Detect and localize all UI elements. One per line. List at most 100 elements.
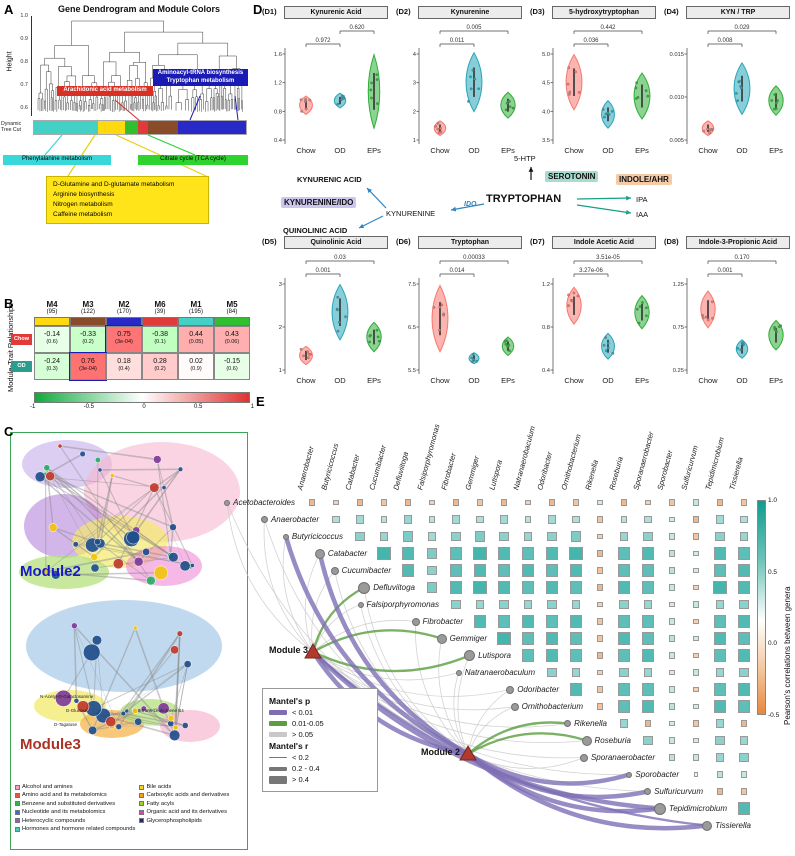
svg-text:1: 1 — [413, 138, 416, 144]
correlation-square — [692, 516, 700, 523]
genus-name: Defluviitoga — [373, 583, 415, 592]
jitter-point — [607, 113, 611, 116]
violin-plot: (D7) Indole Acetic Acid 1.2 0.8 0.4 3.51e-05 3… — [530, 236, 658, 390]
mantel-p-title: Mantel's p — [269, 696, 311, 706]
jitter-point — [641, 301, 644, 304]
correlation-square — [641, 683, 655, 696]
jitter-point — [572, 291, 576, 295]
genus-network-node — [330, 566, 339, 575]
metabolite-node — [72, 541, 79, 548]
svg-text:0.005: 0.005 — [669, 138, 684, 144]
jitter-point — [342, 97, 346, 100]
pathway-ipa: IPA — [636, 195, 648, 204]
correlation-pvalue: (0.2) — [154, 366, 166, 372]
jitter-point — [708, 128, 712, 132]
correlation-square — [716, 788, 724, 795]
cluster-blob — [26, 600, 222, 692]
correlation-square — [499, 515, 509, 524]
pathway-box-phenylalanine: Phenylalanine metabolism — [3, 155, 111, 165]
jitter-point — [604, 112, 608, 116]
panel-b-label: B — [4, 296, 14, 311]
correlation-square — [693, 584, 699, 591]
correlation-cell: -0.38 (0.1) — [142, 326, 178, 353]
metabolite-node — [126, 530, 141, 545]
correlation-square — [692, 533, 700, 540]
network-edge — [96, 475, 113, 542]
correlation-square — [403, 515, 413, 524]
svg-text:0.170: 0.170 — [734, 255, 750, 261]
x-axis-labels: Chow OD EPs — [396, 146, 524, 156]
jitter-point — [738, 79, 741, 83]
group-label: EPs — [635, 376, 649, 385]
mantel-r-item: > 0.4 — [269, 775, 371, 784]
correlation-square — [715, 668, 725, 677]
network-edge — [45, 453, 84, 476]
correlation-square — [668, 754, 676, 761]
module-color-segment — [34, 121, 98, 134]
svg-text:0.029: 0.029 — [734, 25, 750, 31]
jitter-point — [302, 354, 305, 358]
legend-label: Benzene and substituted derivatives — [22, 800, 116, 807]
correlation-square — [713, 632, 727, 645]
group-label: Chow — [698, 376, 718, 385]
svg-text:0.001: 0.001 — [717, 268, 733, 274]
correlation-square — [713, 700, 727, 713]
metabolite-node — [97, 467, 103, 473]
metabolite-node — [140, 705, 147, 712]
mantel-r-swatch — [269, 775, 287, 784]
metabolite-node — [90, 563, 100, 573]
jitter-point — [376, 102, 379, 105]
network-edge — [74, 625, 119, 727]
svg-text:0.036: 0.036 — [583, 38, 599, 44]
correlation-cell: -0.33 (0.2) — [70, 326, 106, 353]
correlation-square — [643, 531, 653, 542]
violin-svg: 1.2 0.8 0.4 3.51e-05 3.27e-06 — [542, 255, 650, 374]
jitter-point — [567, 92, 571, 96]
svg-text:3.27e-06: 3.27e-06 — [579, 268, 603, 274]
module-color-segment — [97, 121, 126, 134]
metabolite-node — [51, 570, 61, 580]
correlation-square — [429, 499, 435, 506]
violin-plot: (D4) KYN / TRP 0.015 0.010 0.005 0.029 0.008 Ch… — [664, 6, 792, 160]
jitter-point — [702, 129, 705, 133]
correlation-cell: 0.76 (3e-04) — [69, 352, 107, 381]
correlation-square — [643, 668, 653, 677]
correlation-square — [547, 667, 557, 678]
correlation-square — [451, 515, 461, 524]
jitter-point — [646, 94, 650, 98]
module3-network: N-Acetyl-D-Galactosamine D-Glucose D-Tagat… — [26, 600, 222, 742]
svg-text:0.8: 0.8 — [274, 109, 282, 115]
pathway-iaa: IAA — [636, 210, 649, 219]
legend-label: Glycerophospholipids — [146, 817, 202, 824]
compound-class-legend: Alcohol and amines Amino acid and its met… — [15, 783, 243, 833]
trait-row-label: OD — [11, 361, 32, 372]
network-edge — [169, 527, 174, 556]
correlation-square — [641, 615, 655, 628]
jitter-point — [634, 86, 638, 90]
legend-swatch — [15, 801, 20, 807]
correlation-square — [617, 615, 631, 628]
jitter-point — [299, 347, 303, 351]
pathway-tryptophan: TRYPTOPHAN — [486, 193, 562, 205]
correlation-square — [545, 615, 559, 628]
network-edge — [126, 663, 189, 712]
genus-diagonal-label: Catabacter — [162, 547, 367, 560]
genus-column-label: Lutispora — [487, 458, 504, 491]
correlation-square — [715, 600, 725, 609]
jitter-point — [739, 86, 743, 90]
correlation-square — [641, 649, 655, 662]
panel-c-label: C — [4, 424, 14, 439]
metabolite-node — [43, 464, 51, 472]
genus-name: Sulfuricurvum — [654, 787, 703, 796]
jitter-point — [300, 109, 303, 113]
group-label: Chow — [564, 146, 584, 155]
legend-swatch — [15, 818, 20, 824]
metabolite-node — [57, 443, 63, 449]
svg-text:0.75: 0.75 — [673, 325, 684, 331]
jitter-point — [437, 131, 441, 135]
correlation-square — [669, 516, 675, 523]
genus-diagonal-label: Lutispora — [306, 649, 511, 662]
jitter-point — [439, 126, 442, 130]
group-label: Chow — [698, 146, 718, 155]
network-edge — [45, 570, 151, 582]
